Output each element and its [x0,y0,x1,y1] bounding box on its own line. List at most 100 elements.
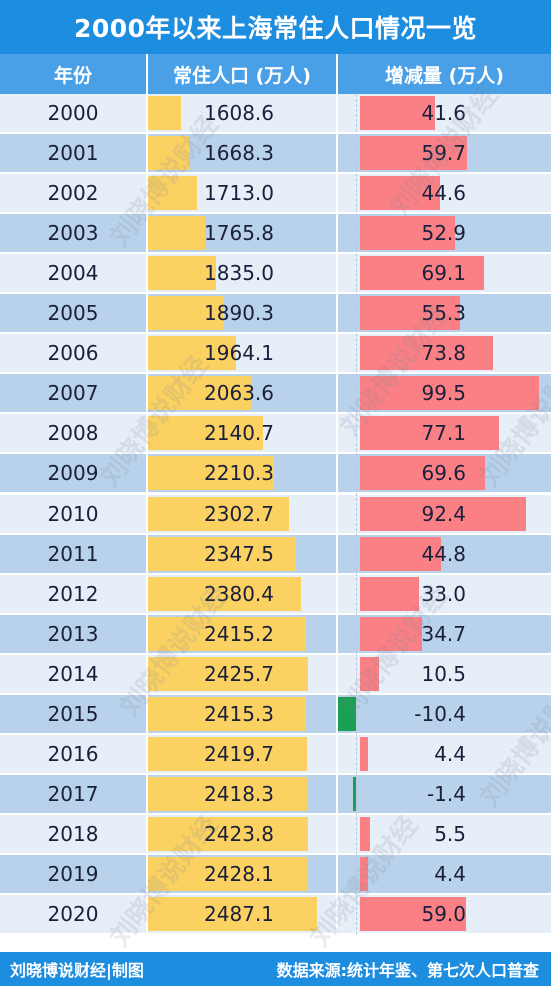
table-row: 2004 1835.0 69.1 [0,254,551,293]
population-bar [148,376,252,411]
header-change: 增减量 (万人) [385,64,504,87]
population-bar [148,256,216,291]
population-value: 2380.4 [204,581,274,606]
table-row: 2002 1713.0 44.6 [0,174,551,213]
table-row: 2008 2140.7 77.1 [0,414,551,453]
change-bar [360,336,493,371]
table-row: 2010 2302.7 92.4 [0,494,551,533]
population-value: 2347.5 [204,541,274,566]
population-bar [148,736,307,771]
year-cell: 2020 [47,902,99,926]
year-cell: 2012 [47,581,99,606]
footer-bar: 刘晓博说财经|制图 数据来源:统计年鉴、第七次人口普查 [0,952,551,986]
change-bar [360,576,420,611]
year-cell: 2017 [47,781,99,806]
population-bar [148,96,181,130]
population-value: 2063.6 [204,381,274,406]
year-cell: 2008 [47,421,99,446]
year-cell: 2003 [47,221,99,246]
change-bar [360,496,527,531]
change-value: -10.4 [414,701,466,726]
table-header: 年份 常住人口 (万人) 增减量 (万人) [0,54,551,94]
population-bar [148,416,264,451]
change-bar [360,897,467,931]
population-value: 1608.6 [204,101,274,125]
table-row: 2017 2418.3 -1.4 [0,774,551,813]
change-value: 5.5 [434,821,466,846]
change-bar [353,776,356,811]
population-value: 2415.2 [204,621,274,646]
change-value: 10.5 [421,661,466,686]
change-value: 59.7 [421,141,466,166]
population-value: 2428.1 [204,861,274,886]
change-value: 59.0 [421,902,466,926]
table-row: 2012 2380.4 33.0 [0,574,551,613]
header-divider [336,54,338,94]
population-bar [148,816,308,851]
table-row: 2014 2425.7 10.5 [0,654,551,693]
change-value: 77.1 [421,421,466,446]
population-bar [148,696,307,731]
zero-baseline [356,94,357,935]
table-row: 2013 2415.2 34.7 [0,614,551,653]
change-value: 73.8 [421,341,466,366]
year-cell: 2000 [47,101,99,125]
year-cell: 2010 [47,501,99,526]
change-value: 99.5 [421,381,466,406]
table-row: 2005 1890.3 55.3 [0,294,551,333]
population-value: 1765.8 [204,221,274,246]
change-bar [360,176,441,211]
year-cell: 2015 [47,701,99,726]
table-row: 2001 1668.3 59.7 [0,134,551,173]
year-cell: 2002 [47,181,99,206]
header-population: 常住人口 (万人) [173,64,311,87]
population-bar [148,456,275,491]
change-value: 92.4 [421,501,466,526]
change-bar [360,736,368,771]
change-value: 52.9 [421,221,466,246]
population-bar [148,216,205,251]
change-value: 4.4 [434,741,466,766]
population-bar [148,856,309,891]
table-row: 2019 2428.1 4.4 [0,854,551,893]
change-bar [360,536,441,571]
population-bar [148,536,296,571]
population-value: 2418.3 [204,781,274,806]
change-bar [360,256,485,291]
footer-credit: 刘晓博说财经|制图 [10,961,144,980]
population-bar [148,176,197,211]
year-cell: 2006 [47,341,99,366]
population-value: 1835.0 [204,261,274,286]
population-value: 1964.1 [204,341,274,366]
change-value: -1.4 [426,781,466,806]
chart-title: 2000年以来上海常住人口情况一览 [0,0,551,54]
change-bar [360,376,540,411]
population-value: 2487.1 [204,902,274,926]
change-bar [360,296,460,331]
change-value: 41.6 [421,101,466,125]
column-divider [146,94,148,935]
population-bar [148,296,225,331]
change-value: 44.8 [421,541,466,566]
population-value: 1713.0 [204,181,274,206]
population-value: 2425.7 [204,661,274,686]
year-cell: 2016 [47,741,99,766]
population-value: 2140.7 [204,421,274,446]
population-value: 2423.8 [204,821,274,846]
change-bar [360,616,423,651]
population-value: 1668.3 [204,141,274,166]
table-row: 2016 2419.7 4.4 [0,734,551,773]
change-bar [360,136,468,171]
table-row: 2015 2415.3 -10.4 [0,694,551,733]
change-value: 4.4 [434,861,466,886]
change-bar [360,96,435,130]
table-row: 2003 1765.8 52.9 [0,214,551,253]
year-cell: 2009 [47,461,99,486]
table-row: 2000 1608.6 41.6 [0,94,551,132]
change-bar [360,456,486,491]
population-value: 2415.3 [204,701,274,726]
change-bar [360,656,379,691]
change-bar [360,216,456,251]
change-bar [360,416,499,451]
change-bar [360,856,368,891]
